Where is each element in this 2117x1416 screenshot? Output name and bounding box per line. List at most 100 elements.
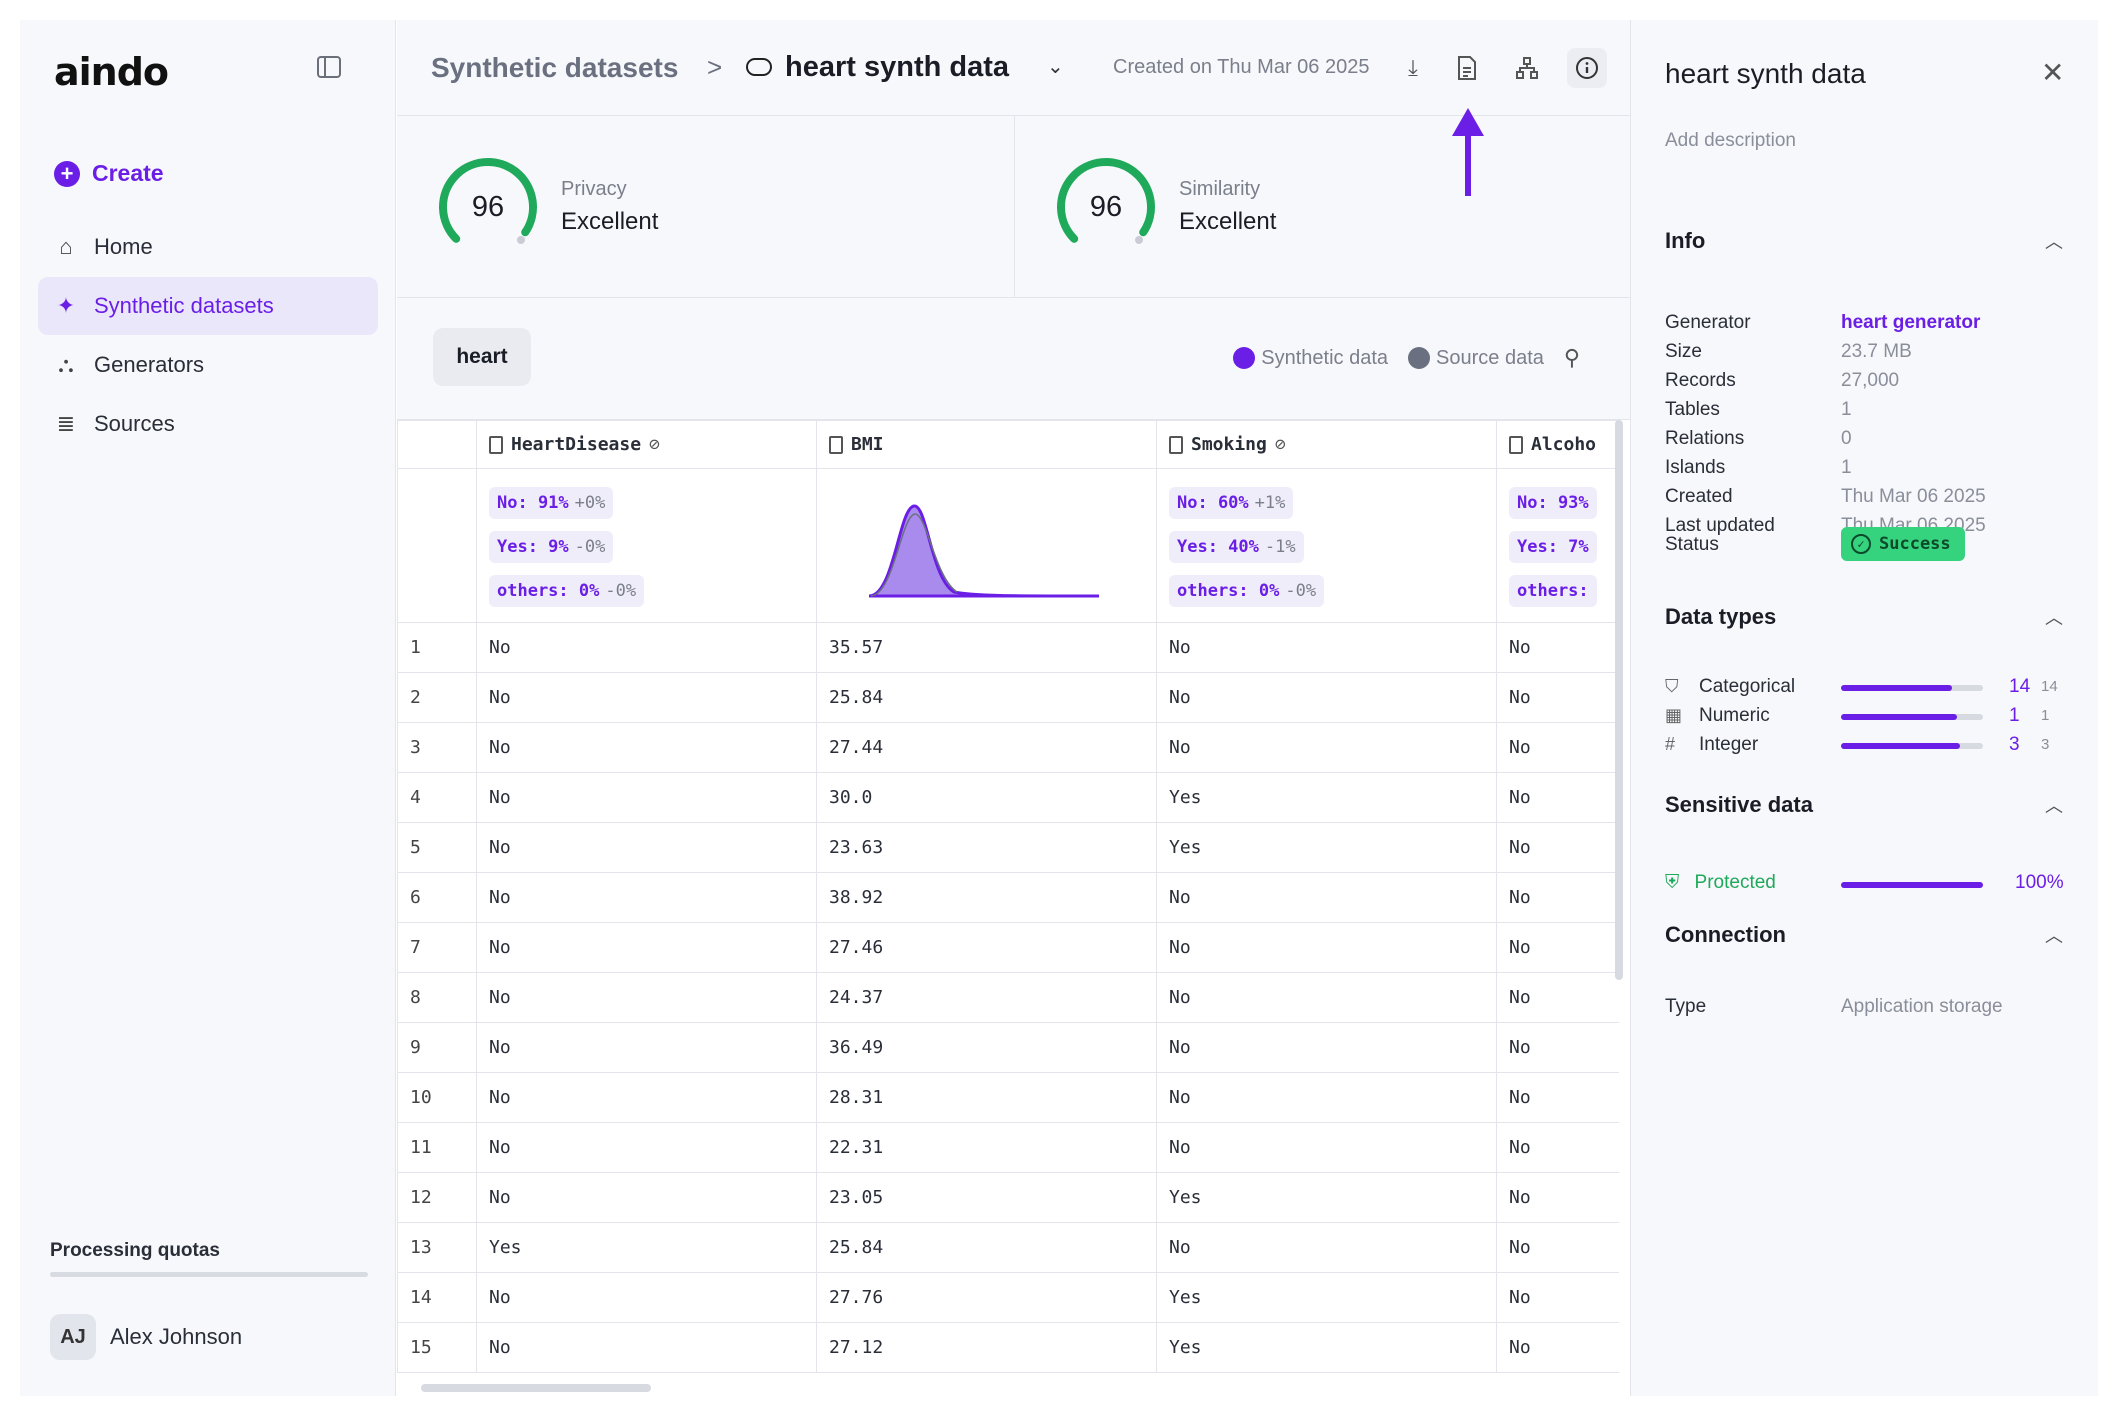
- shield-off-icon: ⊘: [649, 434, 660, 455]
- dataset-title[interactable]: heart synth data: [785, 51, 1009, 83]
- table-cell: Yes: [1156, 1272, 1497, 1323]
- summary-bmi-histogram: [816, 468, 1157, 623]
- breadcrumb-synthetic-datasets[interactable]: Synthetic datasets: [431, 52, 679, 83]
- sidebar-item-synthetic-datasets[interactable]: ✦ Synthetic datasets: [38, 277, 378, 335]
- summary-index-cell: [397, 468, 477, 623]
- sidebar-item-home[interactable]: ⌂ Home: [38, 218, 378, 276]
- chevron-up-icon[interactable]: ︿: [2045, 232, 2063, 252]
- download-icon[interactable]: ⤓: [1408, 55, 1418, 80]
- similarity-gauge: [1057, 158, 1155, 244]
- summary-heartdisease: No: 91% +0% Yes: 9% -0% others: 0% -0%: [476, 468, 817, 623]
- similarity-score[interactable]: 96 Similarity Excellent: [1014, 116, 1630, 298]
- table-row[interactable]: 5 No 23.63 Yes No: [397, 822, 1619, 873]
- info-key: Generator: [1665, 312, 1751, 333]
- table-row[interactable]: 11 No 22.31 No No: [397, 1122, 1619, 1173]
- privacy-score[interactable]: 96 Privacy Excellent: [397, 116, 1013, 298]
- table-cell: No: [1496, 672, 1619, 723]
- column-header-bmi[interactable]: BMI: [816, 420, 1157, 469]
- table-cell: 38.92: [816, 872, 1157, 923]
- search-icon[interactable]: ⚲: [1563, 345, 1580, 370]
- user-menu[interactable]: AJ Alex Johnson: [50, 1314, 242, 1360]
- row-index: 11: [397, 1122, 477, 1173]
- close-icon[interactable]: ✕: [2041, 57, 2065, 88]
- summary-smoking: No: 60% +1% Yes: 40% -1% others: 0% -0%: [1156, 468, 1497, 623]
- sidebar-item-label: Sources: [94, 411, 175, 436]
- similarity-label: Similarity: [1179, 178, 1261, 200]
- table-cell: No: [1156, 1222, 1497, 1273]
- table-cell: 27.76: [816, 1272, 1157, 1323]
- table-row[interactable]: 1 No 35.57 No No: [397, 622, 1619, 673]
- table-row[interactable]: 2 No 25.84 No No: [397, 672, 1619, 723]
- datatypes-section-title[interactable]: Data types: [1665, 604, 1777, 629]
- connection-type-value: Application storage: [1841, 996, 2003, 1017]
- schema-tree-icon[interactable]: [1507, 48, 1547, 88]
- table-row[interactable]: 4 No 30.0 Yes No: [397, 772, 1619, 823]
- shield-off-icon: ⊘: [1274, 434, 1286, 455]
- legend-source[interactable]: Source data: [1408, 347, 1544, 370]
- table-cell: No: [476, 722, 817, 773]
- table-row[interactable]: 3 No 27.44 No No: [397, 722, 1619, 773]
- table-row[interactable]: 6 No 38.92 No No: [397, 872, 1619, 923]
- report-document-icon[interactable]: [1447, 48, 1487, 88]
- table-cell: No: [1496, 1022, 1619, 1073]
- table-cell: 25.84: [816, 672, 1157, 723]
- info-value: 27,000: [1841, 370, 1900, 391]
- category-pill: Yes: 40% -1%: [1169, 531, 1304, 563]
- table-row[interactable]: 14 No 27.76 Yes No: [397, 1272, 1619, 1323]
- privacy-label: Privacy: [561, 178, 627, 200]
- database-icon: ≣: [56, 411, 76, 436]
- table-row[interactable]: 9 No 36.49 No No: [397, 1022, 1619, 1073]
- table-row[interactable]: 8 No 24.37 No No: [397, 972, 1619, 1023]
- table-cell: No: [1496, 622, 1619, 673]
- table-row[interactable]: 7 No 27.46 No No: [397, 922, 1619, 973]
- create-button[interactable]: + Create: [54, 160, 164, 187]
- datatype-row: # Integer 3 3: [1665, 734, 2065, 758]
- table-cell: Yes: [476, 1222, 817, 1273]
- summary-row: No: 91% +0% Yes: 9% -0% others: 0% -0% No: …: [397, 468, 1619, 623]
- table-cell: No: [1496, 772, 1619, 823]
- datatype-label: Integer: [1699, 734, 1759, 755]
- tab-heart[interactable]: heart: [433, 328, 531, 386]
- generator-link[interactable]: heart generator: [1841, 312, 1981, 333]
- info-section-title[interactable]: Info: [1665, 228, 1706, 253]
- column-header-alcohol[interactable]: Alcoho: [1496, 420, 1619, 469]
- connection-section-title[interactable]: Connection: [1665, 922, 1786, 947]
- table-row[interactable]: 12 No 23.05 Yes No: [397, 1172, 1619, 1223]
- column-header-heartdisease[interactable]: HeartDisease ⊘: [476, 420, 817, 469]
- sidebar-collapse-icon[interactable]: [317, 56, 341, 78]
- horizontal-scrollbar[interactable]: [421, 1384, 651, 1392]
- chevron-up-icon[interactable]: ︿: [2045, 926, 2063, 946]
- table-cell: 27.44: [816, 722, 1157, 773]
- annotation-arrow-head-icon: [1452, 108, 1484, 136]
- sidebar-item-generators[interactable]: ⛬ Generators: [38, 336, 378, 394]
- sidebar-item-label: Generators: [94, 352, 205, 377]
- data-table: HeartDisease ⊘ BMI Smoking ⊘ Alcoho No: 91…: [397, 420, 1619, 1396]
- sidebar-item-sources[interactable]: ≣ Sources: [38, 395, 378, 453]
- sensitive-section-title[interactable]: Sensitive data: [1665, 792, 1813, 817]
- processing-quotas-label[interactable]: Processing quotas: [50, 1240, 220, 1261]
- info-icon[interactable]: [1567, 48, 1607, 88]
- table-toolbar: heart Synthetic data Source data ⚲: [397, 298, 1630, 420]
- datatype-label: Numeric: [1699, 705, 1770, 726]
- table-row[interactable]: 15 No 27.12 Yes No: [397, 1322, 1619, 1373]
- table-row[interactable]: 10 No 28.31 No No: [397, 1072, 1619, 1123]
- table-cell: No: [1496, 822, 1619, 873]
- protected-bar: [1841, 882, 1983, 888]
- chevron-up-icon[interactable]: ︿: [2045, 608, 2063, 628]
- hash-icon: #: [1665, 734, 1676, 754]
- cloud-icon: [746, 58, 772, 76]
- status-key: Status: [1665, 534, 1719, 555]
- chevron-down-icon[interactable]: ⌄: [1047, 56, 1064, 78]
- legend-synthetic[interactable]: Synthetic data: [1233, 347, 1388, 370]
- table-row[interactable]: 13 Yes 25.84 No No: [397, 1222, 1619, 1273]
- legend-source-label: Source data: [1436, 346, 1544, 369]
- row-index: 3: [397, 722, 477, 773]
- datatype-bar: [1841, 685, 1983, 691]
- vertical-scrollbar[interactable]: [1615, 420, 1623, 980]
- chevron-up-icon[interactable]: ︿: [2045, 796, 2063, 816]
- check-icon: ✓: [1851, 534, 1871, 554]
- sidebar-nav: ⌂ Home ✦ Synthetic datasets ⛬ Generators…: [38, 218, 378, 454]
- dataset-info-panel: heart synth data ✕ Add description Info …: [1630, 20, 2098, 1396]
- column-header-smoking[interactable]: Smoking ⊘: [1156, 420, 1497, 469]
- add-description-field[interactable]: Add description: [1665, 130, 1796, 151]
